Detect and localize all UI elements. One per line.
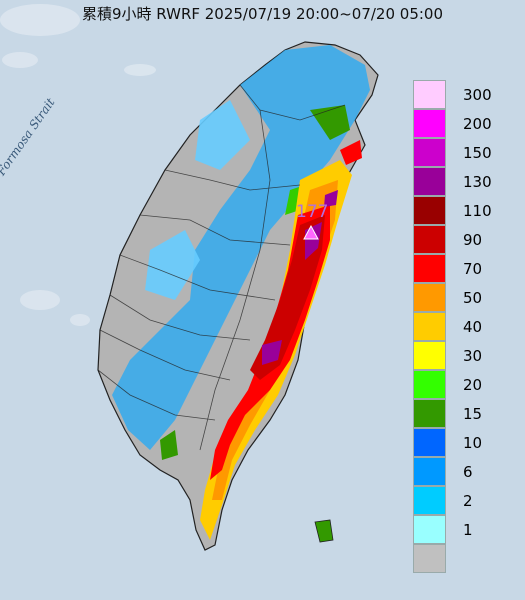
legend-swatch [413, 515, 446, 544]
peak-value-label: 177 [296, 202, 329, 222]
sea-speckle [0, 4, 156, 326]
legend-label: 300 [463, 86, 492, 104]
legend-swatch [413, 109, 446, 138]
legend-swatch [413, 399, 446, 428]
rain-blue-band [112, 45, 370, 450]
legend-label: 70 [463, 260, 483, 278]
legend-label: 1 [463, 521, 473, 539]
legend-swatch [413, 80, 446, 109]
legend-label: 10 [463, 434, 483, 452]
legend-label: 20 [463, 376, 483, 394]
legend-label: 30 [463, 347, 483, 365]
legend-swatch [413, 283, 446, 312]
legend-label: 150 [463, 144, 492, 162]
legend-swatch [413, 196, 446, 225]
legend-swatch [413, 341, 446, 370]
legend-swatch [413, 370, 446, 399]
county-boundaries [97, 84, 346, 451]
legend-swatch [413, 138, 446, 167]
map-title: 累積9小時 RWRF 2025/07/19 20:00~07/20 05:00 [81, 5, 444, 23]
legend-swatch [413, 225, 446, 254]
legend-swatch [413, 167, 446, 196]
legend-label: 200 [463, 115, 492, 133]
legend-swatch [413, 457, 446, 486]
legend-label: 50 [463, 289, 483, 307]
legend-swatch [413, 486, 446, 515]
legend-label: 40 [463, 318, 483, 336]
peak-marker-icon [303, 224, 319, 240]
legend-swatch [413, 428, 446, 457]
legend-label: 2 [463, 492, 473, 510]
legend-label: 15 [463, 405, 483, 423]
legend-label: 110 [463, 202, 492, 220]
rainfall-legend: 300 200 150 130 110 90 70 50 40 30 20 15 10 6 2 1 [413, 80, 523, 573]
legend-label: 90 [463, 231, 483, 249]
legend-swatch [413, 544, 446, 573]
legend-swatch [413, 254, 446, 283]
legend-label: 6 [463, 463, 473, 481]
rain-red-band [210, 140, 362, 480]
orchid-island [314, 519, 334, 543]
legend-label: 130 [463, 173, 492, 191]
legend-swatch [413, 312, 446, 341]
